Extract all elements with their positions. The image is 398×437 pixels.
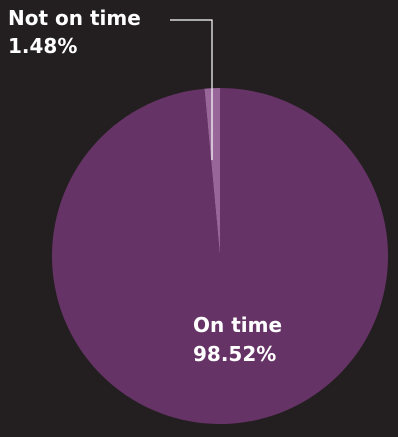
label-not-on-time: Not on time <box>8 6 141 30</box>
value-on-time: 98.52% <box>193 342 276 366</box>
label-on-time: On time <box>193 313 282 337</box>
leader-line-not-on-time <box>170 19 213 160</box>
pie-slice-on-time <box>52 88 389 425</box>
slices-layer <box>52 88 389 425</box>
value-not-on-time: 1.48% <box>8 34 77 58</box>
pie-slice-not-on-time <box>204 88 220 256</box>
